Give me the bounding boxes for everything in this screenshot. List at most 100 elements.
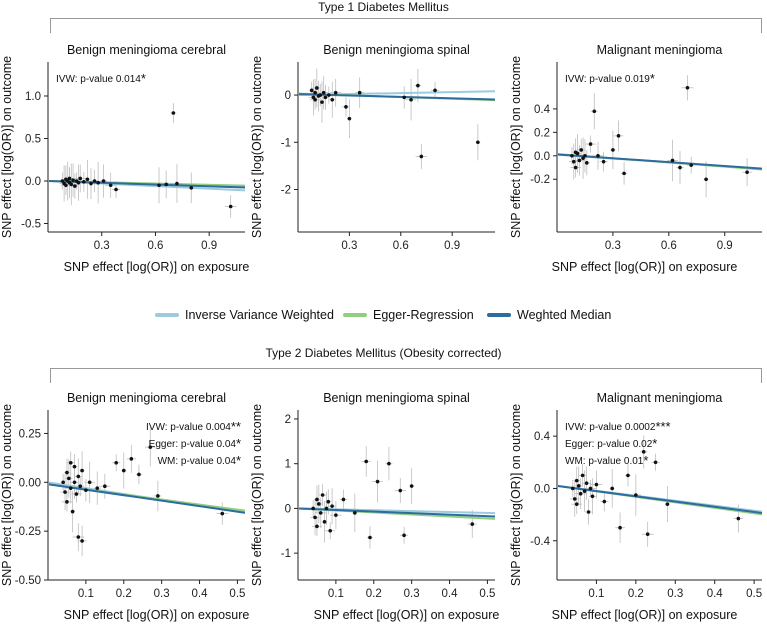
data-point	[157, 183, 161, 188]
x-tick-label: 0.9	[717, 240, 733, 252]
data-point	[610, 486, 614, 491]
data-point	[148, 445, 153, 449]
x-tick-label: 0.4	[192, 588, 209, 600]
data-point	[101, 179, 106, 183]
data-point	[320, 100, 324, 104]
data-point	[74, 492, 79, 496]
data-point	[596, 153, 600, 158]
data-point	[334, 513, 338, 517]
panel-6: -0.4 0.0 0.4 0.1 0.2 0.3 0.4 0.5 Malignant menin…	[509, 391, 762, 622]
data-point	[67, 476, 71, 481]
y-tick-label: 0.2	[534, 127, 550, 139]
panel-title: Malignant meningioma	[597, 43, 723, 57]
annotation-text: IVW: p-value 0.0002***	[565, 419, 671, 434]
panel-1: -0.5 0.0 0.5 1.0 0.3 0.6 0.9 Benign meningioma …	[0, 43, 249, 274]
y-axis-label: SNP effect [log(OR)] on outcome	[250, 404, 264, 586]
data-point	[387, 461, 391, 466]
regression-line-wm	[558, 484, 762, 515]
data-point	[601, 159, 606, 164]
data-point	[347, 116, 352, 121]
x-tick-label: 0.3	[341, 240, 357, 252]
data-point	[67, 176, 72, 181]
data-point	[78, 484, 83, 489]
x-axis-label: SNP effect [log(OR)] on exposure	[64, 608, 250, 622]
y-tick-label: 2	[285, 414, 291, 426]
y-axis-label: SNP effect [log(OR)] on outcome	[509, 404, 523, 586]
data-point	[313, 97, 317, 102]
y-tick-label: 0.5	[25, 134, 41, 146]
data-point	[575, 151, 580, 156]
y-tick-label: -0.50	[15, 575, 41, 587]
x-tick-label: 0.4	[442, 588, 459, 600]
data-point	[584, 481, 589, 486]
data-point	[689, 163, 693, 167]
data-point	[71, 178, 75, 182]
y-tick-label: 0.25	[19, 428, 41, 440]
plot-area	[558, 435, 762, 547]
annotation-text: WM: p-value 0.01*	[565, 453, 648, 468]
data-point	[645, 532, 650, 537]
panel-5: -1 0 1 2 0.1 0.2 0.3 0.4 0.5 Benign meningioma sp…	[250, 391, 499, 622]
regression-line-wm	[49, 483, 245, 514]
data-point	[171, 111, 176, 115]
data-point	[76, 474, 81, 479]
annotation-stars: *	[643, 453, 648, 468]
data-point	[82, 180, 86, 184]
section-bracket-t2dm	[50, 368, 762, 383]
data-point	[70, 509, 75, 514]
y-axis-label: SNP effect [log(OR)] on outcome	[250, 56, 264, 238]
data-point	[330, 97, 335, 102]
x-tick-label: 0.1	[588, 588, 604, 600]
panel-title: Benign meningioma spinal	[323, 43, 470, 57]
plot-area	[299, 446, 495, 549]
annotation-stars: *	[236, 436, 241, 451]
data-point	[64, 183, 68, 188]
data-point	[96, 180, 100, 185]
data-point	[574, 478, 579, 483]
data-point	[573, 165, 578, 170]
data-point	[368, 535, 372, 540]
x-tick-label: 0.4	[707, 588, 724, 600]
data-point	[61, 480, 65, 485]
data-point	[736, 516, 741, 521]
data-point	[63, 490, 67, 494]
data-point	[313, 90, 317, 95]
y-tick-label: 0.0	[534, 151, 550, 163]
x-tick-label: 0.2	[628, 588, 644, 600]
data-point	[323, 95, 328, 100]
x-tick-label: 0.5	[479, 588, 495, 600]
legend-swatch-egger	[343, 313, 367, 317]
panel-2: -2 -1 0 0.3 0.6 0.9 Benign meningioma spinal SN…	[250, 43, 495, 252]
annotation-text: WM: p-value 0.04*	[158, 453, 241, 468]
panel-3: -0.2 0.0 0.2 0.4 0.3 0.6 0.9 Malignant meningio…	[509, 43, 762, 274]
data-point	[416, 83, 420, 88]
data-point	[634, 493, 638, 497]
data-point	[327, 93, 331, 97]
x-tick-label: 0.6	[147, 240, 163, 252]
x-tick-label: 0.6	[393, 240, 409, 252]
data-point	[419, 154, 424, 159]
legend-swatch-ivw	[155, 313, 179, 317]
data-point	[433, 88, 437, 93]
data-point	[309, 88, 314, 93]
annotation-stars: *	[141, 71, 146, 86]
data-point	[68, 486, 73, 490]
annotation-text: IVW: p-value 0.004**	[146, 419, 241, 434]
y-tick-label: 1.0	[25, 91, 41, 103]
annotation-text: Egger: p-value 0.02*	[565, 436, 657, 451]
data-point	[69, 182, 74, 187]
data-point	[121, 468, 126, 473]
data-point	[570, 153, 574, 158]
data-point	[78, 176, 83, 181]
data-point	[579, 148, 584, 152]
y-tick-label: 0.4	[534, 104, 551, 116]
data-point	[328, 528, 333, 533]
data-point	[220, 511, 225, 516]
data-point	[344, 105, 348, 109]
plot-area	[49, 427, 245, 557]
plot-area	[299, 68, 495, 170]
data-point	[582, 489, 587, 493]
data-point	[398, 488, 403, 493]
y-tick-label: 0.00	[19, 477, 41, 489]
